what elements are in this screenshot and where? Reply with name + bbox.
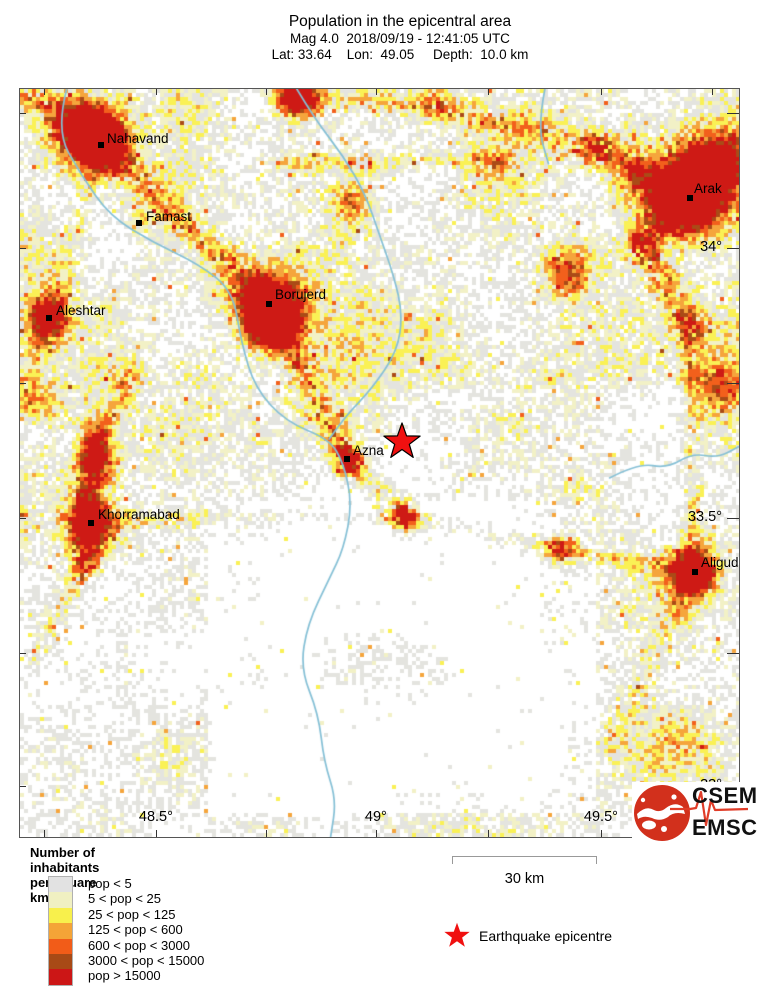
city-marker-arak bbox=[687, 195, 693, 201]
logo-text-emsc: EMSC bbox=[692, 815, 758, 840]
page-title: Population in the epicentral area bbox=[288, 13, 512, 30]
graticule-ticks bbox=[20, 89, 739, 837]
city-label-khorramabad: Khorramabad bbox=[98, 507, 180, 522]
city-marker-aligudarz bbox=[692, 569, 698, 575]
legend-class-label-5: 3000 < pop < 15000 bbox=[88, 952, 205, 968]
legend-swatch-2 bbox=[49, 907, 72, 924]
legend-swatch-6 bbox=[49, 969, 72, 985]
city-marker-khorramabad bbox=[88, 520, 94, 526]
graticule-label-layer: 34°33.5°33°48.5°49°49.5° bbox=[20, 89, 739, 837]
legend-swatch-1 bbox=[49, 892, 72, 908]
legend-class-label-1: 5 < pop < 25 bbox=[88, 891, 162, 907]
emsc-globe-icon bbox=[634, 785, 690, 841]
legend-class-label-0: pop < 5 bbox=[88, 876, 132, 891]
longitude-label-48-5-: 48.5° bbox=[138, 809, 173, 825]
event-magnitude-datetime: Mag 4.0 2018/09/19 - 12:41:05 UTC bbox=[290, 31, 510, 46]
epicenter-star-icon bbox=[383, 422, 421, 458]
legend-swatch-5 bbox=[49, 953, 72, 970]
legend-swatch-3 bbox=[49, 923, 72, 939]
header: Population in the epicentral area Mag 4.… bbox=[40, 12, 760, 63]
epicenter-legend-label: Earthquake epicentre bbox=[479, 928, 613, 944]
city-label-borujerd: Borujerd bbox=[275, 287, 327, 302]
legend-swatch-column bbox=[48, 876, 73, 986]
longitude-label-49-: 49° bbox=[364, 809, 387, 825]
legend-class-label-4: 600 < pop < 3000 bbox=[88, 937, 190, 953]
population-density-heatmap bbox=[20, 89, 739, 837]
epicenter-star-shape bbox=[383, 422, 421, 458]
city-marker-nahavand bbox=[98, 142, 104, 148]
seismogram-icon bbox=[670, 790, 749, 827]
city-layer: Nahavand Famast Borujerd Aleshtar Azna Khorra… bbox=[20, 89, 739, 837]
city-marker-azna bbox=[344, 456, 350, 462]
legend-swatch-0 bbox=[49, 877, 72, 893]
legend-class-label-2: 25 < pop < 125 bbox=[88, 906, 176, 922]
map-frame: Nahavand Famast Borujerd Aleshtar Azna Khorra… bbox=[19, 88, 740, 838]
city-label-aligudarz: Aligudarz bbox=[701, 555, 739, 570]
city-label-nahavand: Nahavand bbox=[107, 131, 169, 146]
csem-emsc-logo: CSEM EMSC bbox=[632, 782, 757, 844]
epicenter-legend-star-icon bbox=[444, 922, 470, 947]
scale-bar: 30 km bbox=[452, 852, 597, 887]
city-label-azna: Azna bbox=[353, 443, 384, 458]
latitude-label-33-5-: 33.5° bbox=[687, 509, 722, 526]
legend-class-label-3: 125 < pop < 600 bbox=[88, 922, 183, 938]
scale-bar-label: 30 km bbox=[504, 871, 545, 887]
legend-swatch-4 bbox=[49, 938, 72, 954]
city-marker-aleshtar bbox=[46, 315, 52, 321]
city-label-famast: Famast bbox=[146, 209, 192, 224]
city-label-aleshtar: Aleshtar bbox=[56, 303, 106, 318]
scale-bar-bracket bbox=[452, 856, 597, 864]
city-marker-famast bbox=[136, 220, 142, 226]
city-marker-borujerd bbox=[266, 301, 272, 307]
logo-text-csem: CSEM bbox=[692, 783, 758, 808]
legend-class-label-6: pop > 15000 bbox=[88, 968, 161, 984]
city-label-arak: Arak bbox=[694, 181, 722, 196]
event-coordinates-depth: Lat: 33.64 Lon: 49.05 Depth: 10.0 km bbox=[271, 47, 529, 62]
longitude-label-49-5-: 49.5° bbox=[583, 809, 618, 825]
latitude-label-34-: 34° bbox=[700, 239, 722, 256]
